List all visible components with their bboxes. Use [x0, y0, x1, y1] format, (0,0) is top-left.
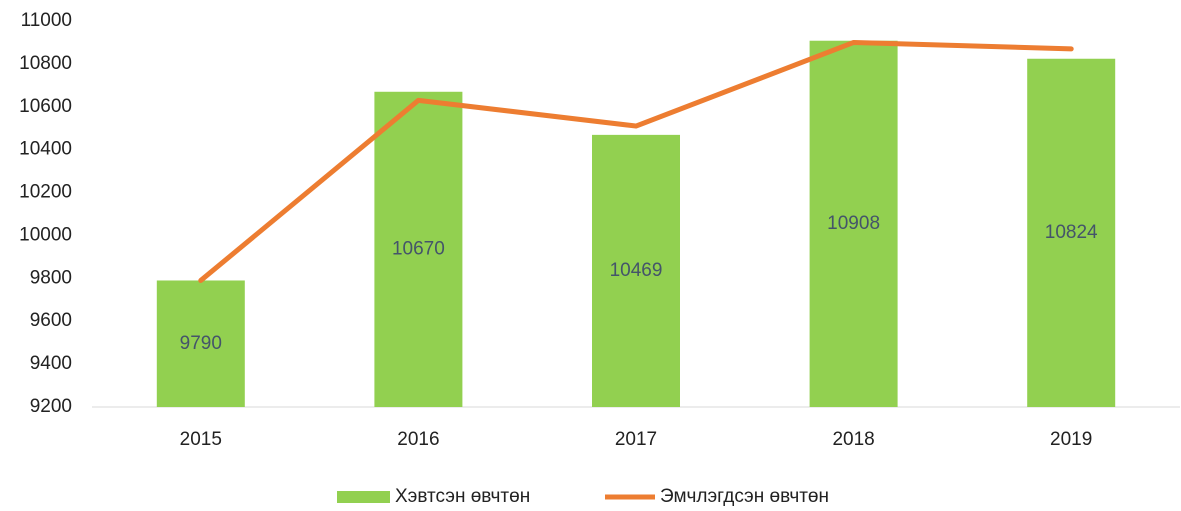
y-tick-label: 9200	[30, 396, 72, 417]
x-tick-label: 2015	[180, 429, 222, 450]
y-tick-label: 10000	[19, 224, 72, 245]
x-tick-label: 2019	[1050, 429, 1092, 450]
data-label: 10908	[827, 213, 880, 234]
x-tick-label: 2017	[615, 429, 657, 450]
legend-label: Хэвтсэн өвчтөн	[395, 486, 530, 507]
data-label: 10670	[392, 238, 445, 259]
y-tick-label: 10200	[19, 182, 72, 203]
legend-label: Эмчлэгдсэн өвчтөн	[660, 486, 829, 507]
legend-swatch	[337, 491, 390, 503]
bar	[809, 40, 898, 408]
data-label: 9790	[180, 333, 222, 354]
y-tick-label: 9600	[30, 310, 72, 331]
x-tick-label: 2018	[832, 429, 874, 450]
y-tick-label: 10800	[19, 53, 72, 74]
y-tick-label: 9800	[30, 267, 72, 288]
y-tick-label: 10400	[19, 139, 72, 160]
y-tick-label: 11000	[21, 10, 72, 31]
data-label: 10824	[1045, 222, 1098, 243]
bar	[156, 280, 245, 407]
bar	[374, 91, 463, 408]
bar	[592, 134, 680, 407]
y-tick-label: 10600	[19, 96, 72, 117]
x-tick-label: 2016	[397, 429, 439, 450]
line	[198, 39, 1074, 283]
data-label: 10469	[610, 260, 663, 281]
bar	[1027, 58, 1116, 408]
y-tick-label: 9400	[30, 353, 72, 374]
